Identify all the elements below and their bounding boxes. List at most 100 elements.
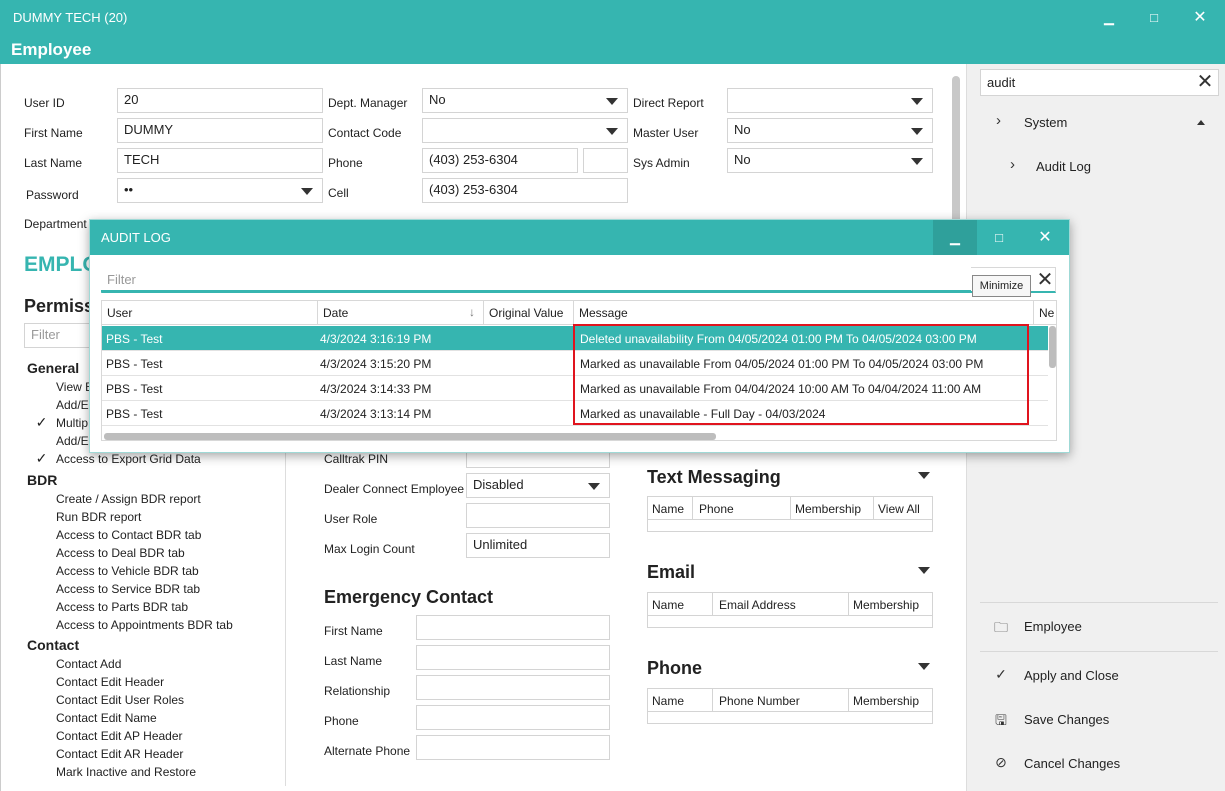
form-scrollbar[interactable] [952, 76, 960, 226]
perm-checkbox[interactable] [34, 527, 49, 542]
sys-admin-label: Sys Admin [633, 156, 690, 170]
dialog-minimize-button[interactable]: ▁ [933, 220, 977, 255]
contact-code-select[interactable] [422, 118, 628, 143]
column-header[interactable]: Membership [853, 598, 920, 612]
phone-ext-field[interactable] [583, 148, 628, 173]
chevron-down-icon[interactable] [918, 663, 930, 670]
dept-manager-select[interactable]: No [422, 88, 628, 113]
column-header-original-value[interactable]: Original Value [484, 301, 574, 325]
column-header[interactable]: Email Address [719, 598, 796, 612]
column-header-user[interactable]: User [102, 301, 318, 325]
form-title: Employee [11, 40, 92, 59]
perm-checkbox-checked[interactable]: ✓ [35, 450, 48, 466]
column-header-message[interactable]: Message [574, 301, 1034, 325]
cell-field[interactable]: (403) 253-6304 [422, 178, 628, 203]
perm-checkbox[interactable] [34, 692, 49, 707]
perm-checkbox[interactable] [34, 746, 49, 761]
tree-item-system[interactable]: System [1024, 115, 1068, 130]
save-changes-button[interactable]: Save Changes [1024, 712, 1110, 727]
column-header[interactable]: Name [652, 694, 685, 708]
permissions-heading: Permissi [24, 296, 100, 316]
perm-checkbox-checked[interactable]: ✓ [35, 414, 48, 430]
column-header-new[interactable]: Ne [1034, 301, 1056, 325]
tree-item-audit-log[interactable]: Audit Log [1036, 159, 1091, 174]
perm-checkbox[interactable] [34, 581, 49, 596]
column-header-date[interactable]: Date ↓ [318, 301, 484, 325]
password-field[interactable]: •• [117, 178, 323, 203]
column-header[interactable]: Phone [699, 502, 734, 516]
dealer-connect-select[interactable]: Disabled [466, 473, 610, 498]
cancel-icon: ⊘ [995, 754, 1007, 770]
chevron-down-icon[interactable] [918, 472, 930, 479]
sys-admin-select[interactable]: No [727, 148, 933, 173]
permissions-divider [285, 300, 286, 786]
perm-checkbox[interactable] [34, 710, 49, 725]
column-header[interactable]: Name [652, 598, 685, 612]
minimize-window-button[interactable]: ▁ [1104, 10, 1114, 25]
column-header[interactable]: Phone Number [719, 694, 800, 708]
column-header[interactable]: View All [878, 502, 920, 516]
user-id-field[interactable]: 20 [117, 88, 323, 113]
perm-label: Contact Edit Header [56, 675, 165, 689]
perm-checkbox[interactable] [34, 728, 49, 743]
direct-report-select[interactable] [727, 88, 933, 113]
max-login-field[interactable]: Unlimited [466, 533, 610, 558]
perm-checkbox[interactable] [34, 599, 49, 614]
emergency-phone-field[interactable] [416, 705, 610, 730]
dialog-close-button[interactable]: ✕ [1038, 229, 1052, 246]
table-row-selected[interactable]: PBS - Test 4/3/2024 3:16:19 PM Deleted u… [102, 326, 1048, 351]
table-row[interactable]: PBS - Test 4/3/2024 3:13:14 PM Marked as… [102, 401, 1048, 426]
perm-checkbox[interactable] [34, 491, 49, 506]
emergency-relationship-label: Relationship [324, 684, 391, 698]
emergency-alt-phone-field[interactable] [416, 735, 610, 760]
close-icon[interactable]: ✕ [1196, 71, 1214, 93]
perm-checkbox[interactable] [34, 433, 49, 448]
column-header[interactable]: Membership [795, 502, 862, 516]
perm-checkbox[interactable] [34, 397, 49, 412]
perm-checkbox[interactable] [34, 563, 49, 578]
chevron-right-icon[interactable]: › [1010, 156, 1015, 173]
audit-log-title: AUDIT LOG [101, 230, 171, 245]
cancel-changes-button[interactable]: Cancel Changes [1024, 756, 1121, 771]
perm-checkbox[interactable] [34, 764, 49, 779]
cell-message: Marked as unavailable From 04/05/2024 01… [580, 357, 984, 371]
table-row[interactable]: PBS - Test 4/3/2024 3:15:20 PM Marked as… [102, 351, 1048, 376]
first-name-field[interactable]: DUMMY [117, 118, 323, 143]
perm-checkbox[interactable] [34, 674, 49, 689]
dialog-maximize-button[interactable]: □ [995, 230, 1003, 245]
emergency-last-name-field[interactable] [416, 645, 610, 670]
column-header[interactable]: Membership [853, 694, 920, 708]
folder-icon: 🗀 [994, 619, 1008, 635]
perm-checkbox[interactable] [34, 617, 49, 632]
cell-message: Marked as unavailable From 04/04/2024 10… [580, 382, 982, 396]
emergency-alt-phone-label: Alternate Phone [324, 744, 411, 758]
perm-checkbox[interactable] [34, 379, 49, 394]
close-window-button[interactable]: ✕ [1193, 9, 1207, 26]
table-vertical-scrollbar[interactable] [1049, 326, 1056, 368]
search-input[interactable]: audit [980, 69, 1219, 96]
user-role-field[interactable] [466, 503, 610, 528]
perm-checkbox[interactable] [34, 656, 49, 671]
chevron-down-icon[interactable] [918, 567, 930, 574]
column-header[interactable]: Name [652, 502, 685, 516]
perm-group-general: General [27, 360, 80, 376]
table-horizontal-scrollbar[interactable] [104, 433, 716, 440]
last-name-field[interactable]: TECH [117, 148, 323, 173]
apply-and-close-button[interactable]: Apply and Close [1024, 668, 1119, 683]
phone-field[interactable]: (403) 253-6304 [422, 148, 578, 173]
highlight-box [573, 324, 1029, 425]
employee-action[interactable]: Employee [1024, 619, 1082, 634]
perm-checkbox[interactable] [34, 509, 49, 524]
chevron-up-icon[interactable] [1197, 120, 1205, 125]
close-icon[interactable]: ✕ [1036, 269, 1054, 291]
perm-checkbox[interactable] [34, 545, 49, 560]
table-row[interactable]: PBS - Test 4/3/2024 3:14:33 PM Marked as… [102, 376, 1048, 401]
cell-message: Deleted unavailability From 04/05/2024 0… [580, 332, 977, 346]
master-user-select[interactable]: No [727, 118, 933, 143]
chevron-right-icon[interactable]: › [996, 112, 1001, 129]
audit-filter-input[interactable]: Filter [101, 267, 971, 292]
emergency-relationship-field[interactable] [416, 675, 610, 700]
phone-grid-body [647, 712, 933, 724]
maximize-window-button[interactable]: □ [1150, 10, 1158, 25]
emergency-first-name-field[interactable] [416, 615, 610, 640]
